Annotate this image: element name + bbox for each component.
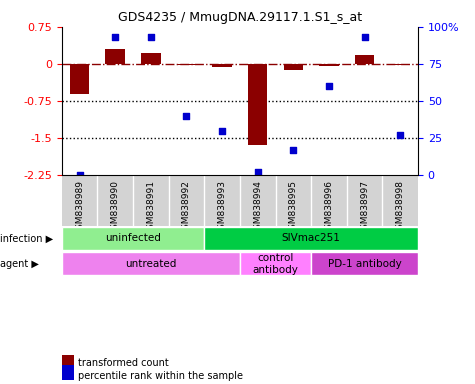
Bar xyxy=(248,64,267,145)
Text: agent ▶: agent ▶ xyxy=(0,259,39,269)
FancyBboxPatch shape xyxy=(204,227,418,250)
Bar xyxy=(390,64,410,65)
Bar xyxy=(355,55,374,64)
Text: SIVmac251: SIVmac251 xyxy=(282,233,341,243)
Bar xyxy=(319,64,339,66)
Text: GSM838990: GSM838990 xyxy=(111,180,120,235)
Text: GSM838995: GSM838995 xyxy=(289,180,298,235)
Text: GSM838992: GSM838992 xyxy=(182,180,191,235)
Bar xyxy=(284,64,303,70)
Point xyxy=(361,34,369,40)
Point xyxy=(182,113,190,119)
Point xyxy=(254,169,261,175)
Text: GSM838993: GSM838993 xyxy=(218,180,227,235)
FancyBboxPatch shape xyxy=(62,227,204,250)
Point xyxy=(111,34,119,40)
Point xyxy=(289,147,297,153)
Bar xyxy=(70,64,89,94)
Text: percentile rank within the sample: percentile rank within the sample xyxy=(78,371,243,381)
Bar xyxy=(141,53,161,64)
Text: control
antibody: control antibody xyxy=(253,253,298,275)
Text: GSM838997: GSM838997 xyxy=(360,180,369,235)
FancyBboxPatch shape xyxy=(62,252,240,275)
Text: uninfected: uninfected xyxy=(105,233,161,243)
Text: GSM838989: GSM838989 xyxy=(75,180,84,235)
Text: infection ▶: infection ▶ xyxy=(0,233,53,243)
Point xyxy=(218,127,226,134)
Bar xyxy=(177,64,196,65)
Text: PD-1 antibody: PD-1 antibody xyxy=(328,259,401,269)
Text: transformed count: transformed count xyxy=(78,358,169,368)
Point xyxy=(325,83,332,89)
Bar xyxy=(105,49,125,64)
Text: untreated: untreated xyxy=(125,259,177,269)
FancyBboxPatch shape xyxy=(240,252,311,275)
Text: GSM838996: GSM838996 xyxy=(324,180,333,235)
Bar xyxy=(212,64,232,67)
Point xyxy=(147,34,155,40)
Point xyxy=(76,172,84,178)
Text: GSM838991: GSM838991 xyxy=(146,180,155,235)
Text: GSM838994: GSM838994 xyxy=(253,180,262,235)
Title: GDS4235 / MmugDNA.29117.1.S1_s_at: GDS4235 / MmugDNA.29117.1.S1_s_at xyxy=(118,11,362,24)
Text: GSM838998: GSM838998 xyxy=(396,180,405,235)
Point xyxy=(396,132,404,138)
FancyBboxPatch shape xyxy=(311,252,418,275)
